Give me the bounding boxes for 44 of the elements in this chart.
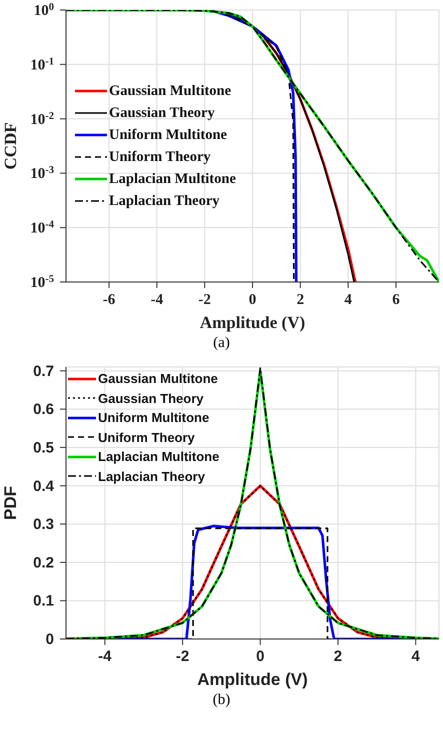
x-tick-label: -6: [102, 292, 116, 308]
x-tick-label: 2: [334, 648, 342, 665]
legend-label: Uniform Theory: [98, 430, 195, 445]
y-tick-label: 10$^{-5}$: [30, 274, 54, 291]
y-tick-label: 0.2: [33, 554, 54, 572]
y-tick-label: 0.3: [33, 516, 54, 534]
x-tick-label: 6: [392, 292, 400, 308]
legend-label: Laplacian Theory: [109, 192, 220, 210]
legend-label: Uniform Multitone: [98, 410, 210, 426]
legend-label: Uniform Multitone: [109, 126, 227, 144]
legend-label: Gaussian Theory: [109, 104, 215, 122]
y-tick-label: 0.6: [33, 401, 54, 418]
text: (a): [212, 335, 231, 353]
text: (b): [212, 692, 232, 710]
x-tick-label: 0: [256, 648, 264, 665]
x-axis-title: Amplitude (V): [197, 670, 308, 689]
y-tick-label: 0.1: [33, 592, 54, 610]
x-tick-label: 2: [296, 292, 304, 308]
legend-label: Laplacian Multitone: [98, 449, 220, 464]
legend-label: Gaussian Multitone: [98, 371, 218, 386]
y-tick-label: 0.7: [33, 362, 54, 380]
y-tick-label: 0.5: [33, 439, 54, 456]
y-tick-label: 10$^{-3}$: [30, 164, 54, 182]
legend-label: Uniform Theory: [109, 148, 211, 166]
x-tick-label: -2: [198, 292, 211, 308]
y-tick-label: 10$^{-2}$: [30, 110, 54, 128]
legend-label: Gaussian Multitone: [109, 82, 232, 100]
x-axis-title: Amplitude (V): [200, 313, 306, 332]
x-tick-label: 4: [344, 292, 352, 308]
y-tick-label: 0.4: [33, 478, 55, 495]
legend-label: Gaussian Theory: [98, 390, 204, 406]
x-tick-label: 4: [412, 648, 421, 665]
x-tick-label: -2: [176, 648, 190, 665]
legend-label: Laplacian Multitone: [109, 170, 236, 188]
y-tick-label: 10$^{-1}$: [30, 56, 54, 74]
y-tick-label: 10$^{0}$: [34, 2, 54, 19]
y-axis-title: CCDF: [1, 122, 20, 170]
y-axis-title: PDF: [1, 486, 20, 520]
y-tick-label: 0: [46, 631, 54, 648]
x-tick-label: 0: [248, 292, 256, 308]
legend-label: Laplacian Theory: [98, 468, 205, 484]
x-tick-label: -4: [98, 648, 112, 665]
y-tick-label: 10$^{-4}$: [30, 219, 55, 237]
x-tick-label: -4: [150, 292, 164, 308]
